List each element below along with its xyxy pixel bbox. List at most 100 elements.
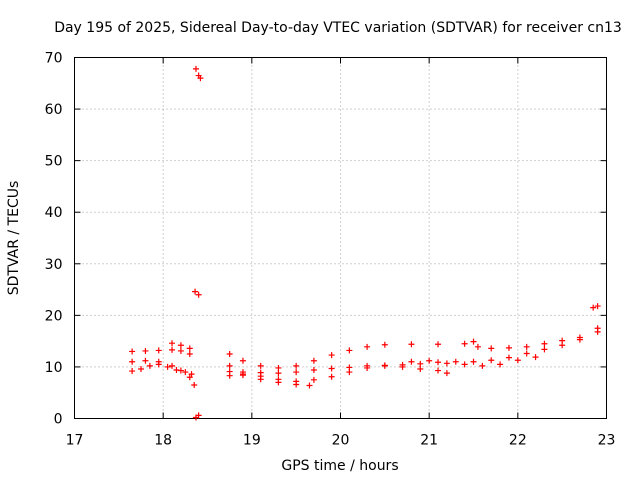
data-point [186,345,193,352]
data-point [364,343,371,350]
data-point [594,303,601,310]
y-tick-label: 40 [45,205,63,221]
data-point [399,363,406,370]
data-point [142,347,149,354]
data-point [470,358,477,365]
axis-ticks: 17 18 19 20 21 22 23 0 10 20 30 40 50 60 70 [45,51,616,449]
data-point [177,342,184,349]
series-isolated [191,65,601,421]
data-point [310,367,317,374]
data-point [138,365,144,372]
data-point [146,362,153,369]
data-point [226,362,233,369]
data-point [195,291,202,298]
data-point [497,361,504,368]
data-point [417,360,424,367]
data-point [541,346,548,353]
data-point [346,364,353,371]
data-point [590,304,597,311]
data-point [426,357,433,364]
data-point [192,288,199,295]
y-tick-label: 60 [45,102,63,118]
data-point [443,360,450,367]
series-arc-a-upper [129,346,193,358]
data-point [505,354,512,361]
x-tick-label: 17 [66,433,84,449]
data-point [461,361,468,368]
x-tick-label: 23 [598,433,616,449]
x-tick-label: 18 [154,433,172,449]
x-tick-label: 22 [509,433,527,449]
y-tick-label: 70 [45,51,63,67]
data-point [408,341,415,348]
data-point [381,341,388,348]
data-point [155,358,162,365]
data-point [226,372,233,379]
data-point [192,65,199,72]
data-point [257,369,264,376]
data-point [275,364,282,371]
series-arc-b-5 [408,354,539,369]
data-point [310,357,317,364]
data-point [514,357,521,364]
data-point [408,358,415,365]
data-point [191,381,198,388]
series-arc-a-lower [129,361,195,378]
data-point [182,369,189,376]
data-point [239,371,246,378]
data-point [435,359,442,366]
data-point [306,382,313,389]
grid [74,57,607,419]
data-point [328,365,335,372]
chart-title: Day 195 of 2025, Sidereal Day-to-day VTE… [54,20,622,36]
series-arc-b-4 [226,362,450,379]
data-point [177,367,184,374]
data-point [523,343,530,350]
y-tick-label: 20 [45,308,63,324]
data-point [443,370,450,377]
series-arc-b-2 [226,325,601,385]
data-point [293,381,300,388]
y-axis-label: SDTVAR / TECUs [6,181,22,296]
data-point [381,362,388,369]
data-point [164,363,171,370]
data-point [576,336,583,343]
y-tick-label: 30 [45,257,63,273]
data-point [488,345,495,352]
data-point [435,367,442,374]
data-point [275,370,282,377]
data-point [435,341,442,348]
data-point [346,347,353,354]
data-point [328,352,335,359]
data-point [177,347,184,354]
data-point [328,373,335,380]
data-point [169,362,176,369]
data-point [142,357,149,364]
data-point [169,346,176,353]
data-marks [129,65,601,421]
x-tick-label: 20 [332,433,350,449]
data-point [226,351,233,358]
series-arc-b-1 [226,328,601,371]
data-point [169,340,176,347]
x-tick-label: 19 [243,433,261,449]
data-point [257,376,264,383]
data-point [310,376,317,383]
data-point [559,342,566,349]
data-point [129,368,136,375]
y-tick-label: 0 [54,412,63,428]
data-point [257,362,264,369]
data-point [364,362,371,369]
data-point [188,371,195,378]
data-point [155,347,162,354]
x-tick-label: 21 [420,433,438,449]
y-tick-label: 50 [45,154,63,170]
data-point [452,358,459,365]
data-point [523,350,530,357]
data-point [275,379,282,386]
data-point [488,357,495,364]
data-point [470,338,477,345]
series-arc-a-top [169,340,193,352]
data-point [417,365,424,372]
